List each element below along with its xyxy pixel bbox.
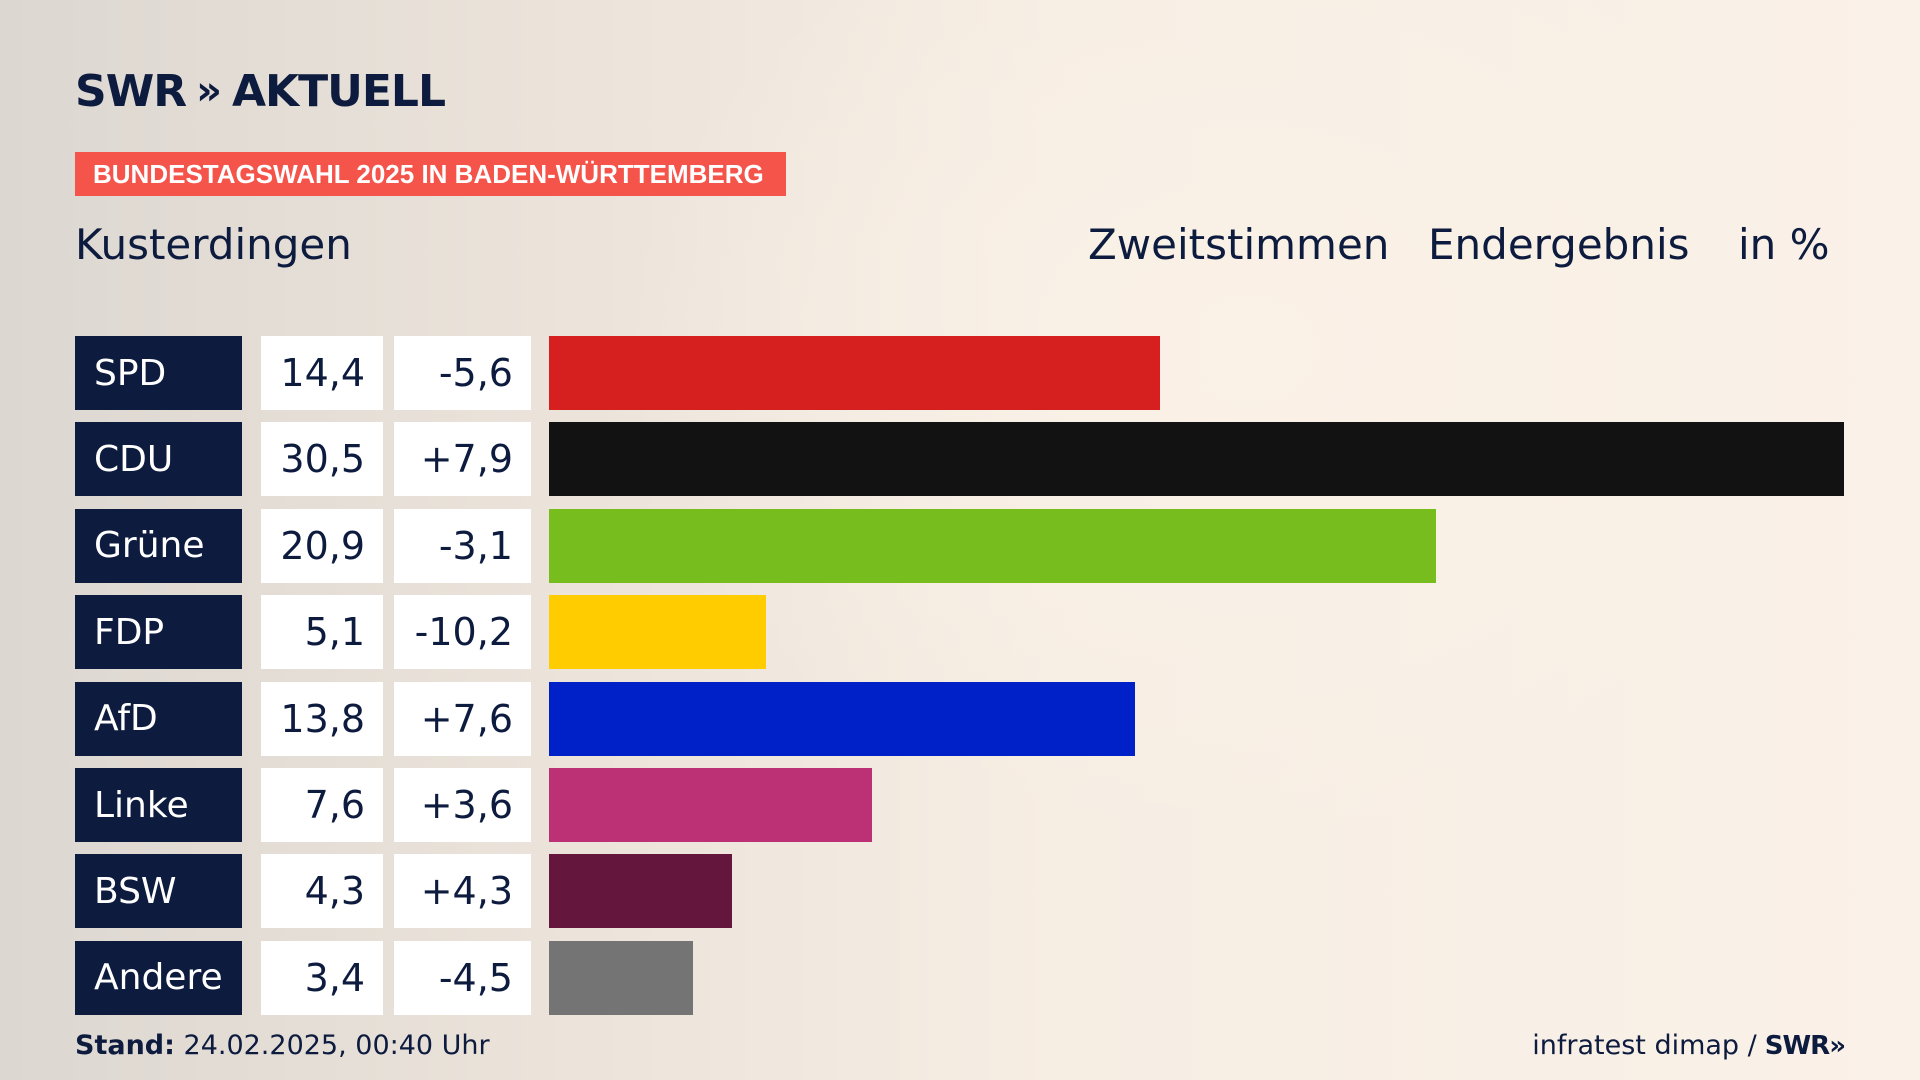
party-value: 7,6 [261,768,383,842]
party-diff: -10,2 [394,595,531,670]
party-label: BSW [75,854,242,929]
party-bar [549,940,693,1015]
party-diff: +3,6 [394,768,531,842]
source-text: infratest dimap / [1532,1030,1757,1061]
party-label: Linke [75,768,242,842]
party-diff: -3,1 [394,508,531,583]
party-value: 5,1 [261,595,383,670]
party-bar [549,768,872,842]
party-value: 30,5 [261,422,383,497]
party-bar [549,422,1844,497]
party-value: 13,8 [261,681,383,756]
party-label: Andere [75,940,242,1015]
footer-source: infratest dimap / SWR» [1532,1030,1846,1061]
stand-value: 24.02.2025, 00:40 Uhr [183,1030,490,1061]
party-value: 14,4 [261,336,383,410]
party-label: AfD [75,681,242,756]
logo-product: AKTUELL [231,65,446,117]
party-diff: -5,6 [394,336,531,410]
party-bar [549,508,1436,583]
party-bar [549,336,1160,410]
source-brand-logo: SWR» [1764,1030,1846,1061]
logo-chevrons: » [196,68,222,114]
header-status: Endergebnis [1428,220,1690,269]
party-diff: -4,5 [394,940,531,1015]
stand-label: Stand: [75,1030,175,1061]
election-tag: BUNDESTAGSWAHL 2025 IN BADEN-WÜRTTEMBERG [75,152,786,196]
party-value: 20,9 [261,508,383,583]
party-diff: +4,3 [394,854,531,929]
footer-stand: Stand: 24.02.2025, 00:40 Uhr [75,1030,490,1061]
swr-aktuell-logo: SWR » AKTUELL [75,65,446,117]
party-diff: +7,6 [394,681,531,756]
party-bar [549,854,732,929]
party-bar [549,595,766,670]
party-label: Grüne [75,508,242,583]
party-value: 4,3 [261,854,383,929]
party-value: 3,4 [261,940,383,1015]
party-label: SPD [75,336,242,410]
place-title: Kusterdingen [75,220,352,269]
party-diff: +7,9 [394,422,531,497]
party-bar [549,681,1135,756]
party-label: FDP [75,595,242,670]
header-unit: in % [1738,220,1830,269]
logo-brand: SWR [75,65,187,117]
source-chevrons: » [1829,1030,1846,1061]
header-vote: Zweitstimmen [1088,220,1390,269]
source-brand: SWR [1764,1030,1830,1061]
party-label: CDU [75,422,242,497]
